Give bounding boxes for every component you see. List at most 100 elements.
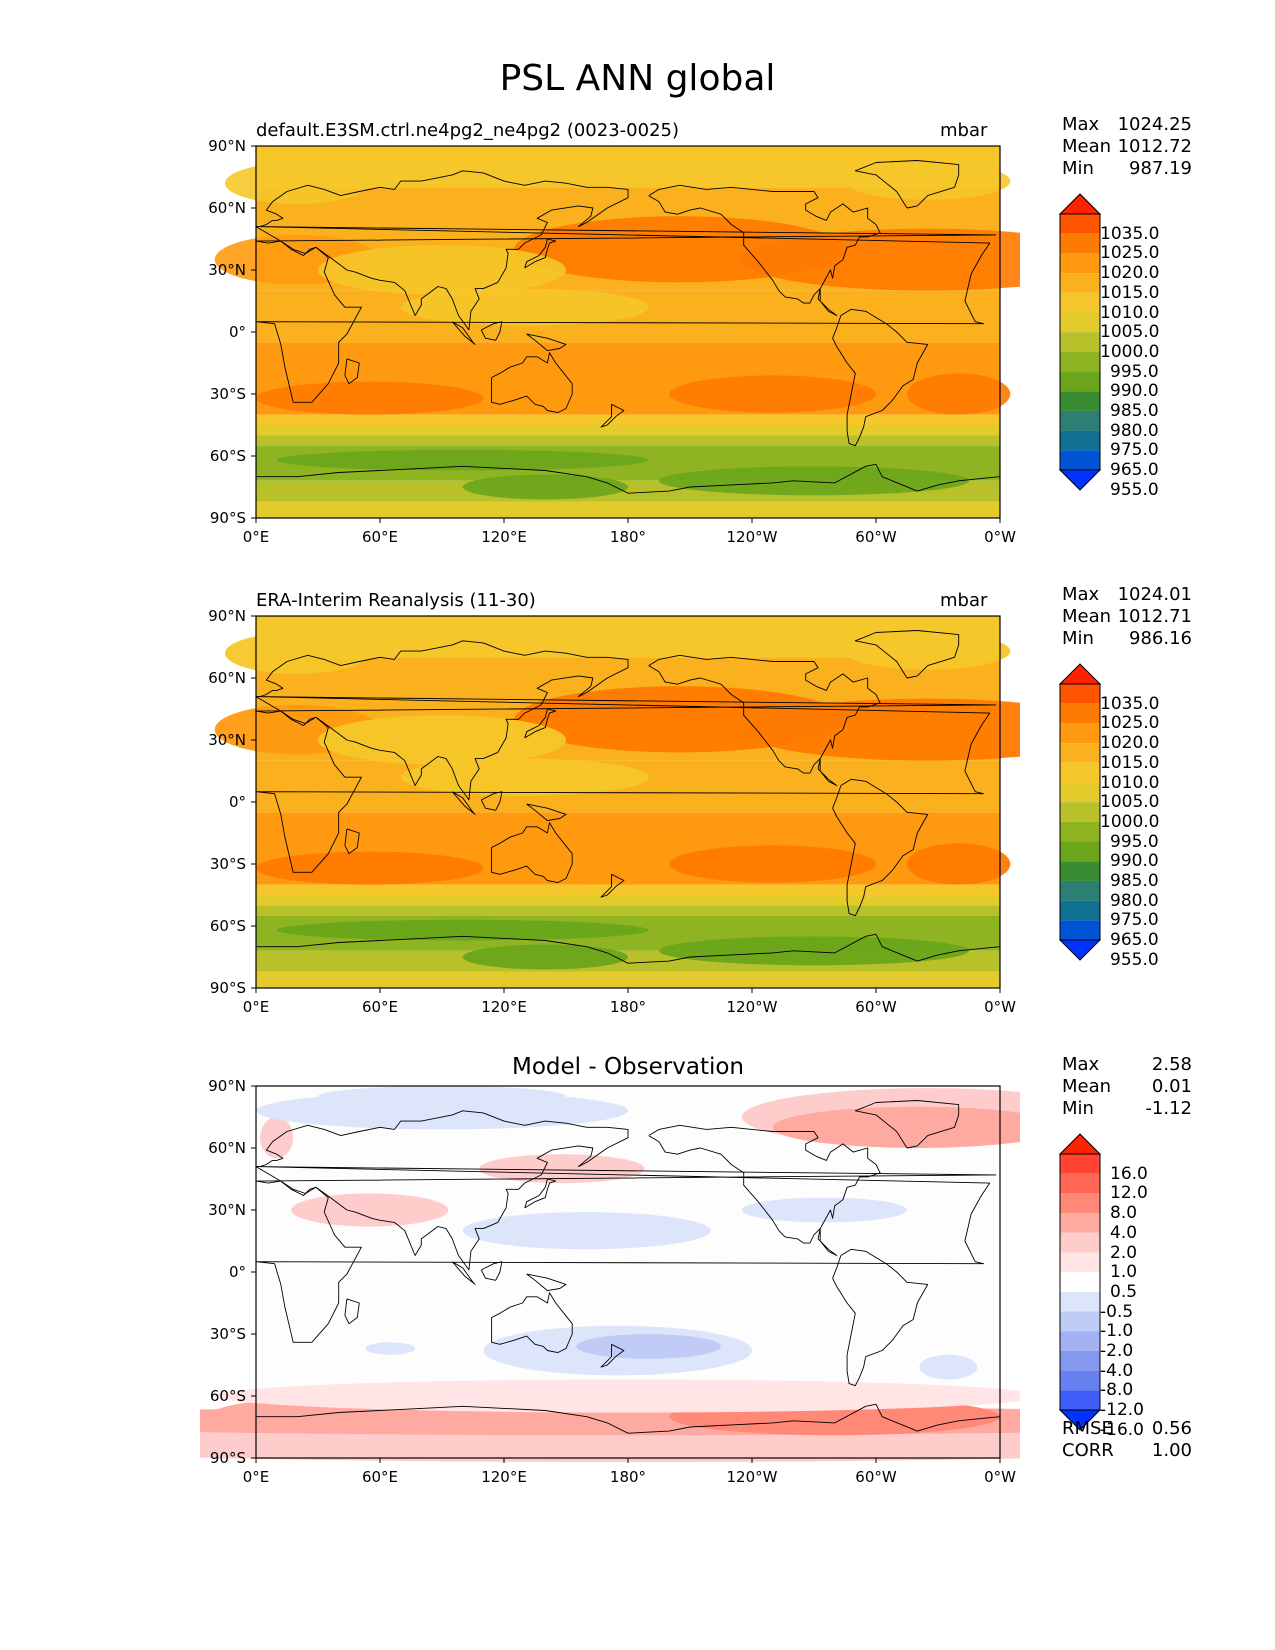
coastline-path	[524, 1178, 557, 1209]
stat-value: 1024.01	[1117, 584, 1192, 605]
colorbar	[1058, 193, 1102, 491]
colorbar-frame	[1059, 213, 1101, 471]
colorbar-segment	[1060, 233, 1100, 254]
stats-box: Max 2.58 Mean 0.01 Min -1.12	[1062, 1054, 1192, 1120]
coastline-path	[491, 822, 573, 884]
coastlines	[255, 1100, 1001, 1434]
colorbar-tick-label: 990.0	[1110, 851, 1159, 872]
lat-tick-label: 60°N	[208, 1139, 246, 1157]
colorbar-segment	[1060, 450, 1100, 470]
metric-value: 0.56	[1151, 1418, 1192, 1439]
lon-tick-label: 0°E	[243, 998, 270, 1016]
colorbar-segment	[1060, 743, 1100, 763]
psl-band	[256, 414, 1000, 425]
colorbar-segment	[1060, 292, 1100, 313]
stat-value: 0.01	[1151, 1076, 1192, 1097]
lat-tick-label: 90°S	[210, 979, 246, 997]
coastline-path	[491, 352, 573, 414]
colorbar-tick-label: 1035.0	[1100, 223, 1160, 244]
stat-value: 987.19	[1129, 158, 1192, 179]
lon-tick-label: 180°	[610, 998, 646, 1016]
coastline-path	[480, 1261, 503, 1281]
lon-tick-label: 120°W	[727, 998, 778, 1016]
colorbar-tick-label: 1020.0	[1100, 733, 1160, 754]
psl-region	[741, 228, 1020, 291]
colorbar-tick-label: 980.0	[1110, 890, 1159, 911]
colorbar-tick-label: 955.0	[1110, 949, 1159, 970]
psl-band	[256, 895, 1000, 906]
lat-tick-label: 30°N	[208, 1201, 246, 1219]
stat-label: Min	[1062, 628, 1094, 649]
lon-tick-label: 120°E	[481, 528, 527, 546]
colorbar-tick-label: 1010.0	[1100, 302, 1160, 323]
stat-value: 1012.71	[1117, 606, 1192, 627]
colorbar-segment	[1060, 410, 1100, 431]
coastline-path	[451, 321, 476, 345]
colorbar-tick-label: -4.0	[1100, 1360, 1134, 1381]
colorbar-segment	[1060, 1370, 1100, 1391]
coastlines	[255, 630, 1001, 964]
colorbar-tick-label: 8.0	[1110, 1203, 1138, 1224]
colorbar-segment	[1060, 332, 1100, 352]
lat-tick-label: 60°N	[208, 669, 246, 687]
psl-region	[276, 449, 649, 471]
lat-tick-label: 30°N	[208, 731, 246, 749]
psl-region	[225, 632, 370, 674]
psl-region	[669, 375, 876, 413]
coastline-path	[832, 1248, 929, 1387]
diff-map: 90°N 60°N 30°N 0° 30°S 60°S 90°S0°E 60°E 120°E 18…	[200, 1078, 1020, 1486]
colorbar-tick-label: 995.0	[1110, 831, 1159, 852]
colorbar-tick-label: 990.0	[1110, 381, 1159, 402]
coastline-path	[451, 791, 476, 815]
colorbar-tick-label: 975.0	[1110, 910, 1159, 931]
psl-region	[907, 373, 1011, 415]
stat-value: 1012.72	[1117, 136, 1192, 157]
colorbar-tick-label: -12.0	[1100, 1400, 1144, 1420]
coastline-path	[491, 1292, 573, 1354]
psl-field	[214, 146, 1020, 518]
coastline-path	[854, 1100, 960, 1149]
diff-field	[200, 1086, 1020, 1463]
coastline-path	[854, 160, 960, 209]
coastline-path	[524, 708, 557, 739]
psl-band	[256, 501, 1000, 518]
colorbar-extend-min	[1058, 939, 1102, 961]
coastline-path	[256, 933, 1001, 964]
coastline-path	[344, 828, 360, 855]
colorbar	[1058, 663, 1102, 961]
colorbar-segment	[1060, 1173, 1100, 1194]
psl-region	[256, 851, 484, 885]
metric-label: CORR	[1062, 1440, 1114, 1461]
diff-region	[260, 1117, 294, 1159]
colorbar-segment	[1060, 880, 1100, 901]
diff-region	[576, 1334, 721, 1359]
stat-value: 2.58	[1151, 1054, 1192, 1075]
colorbar-extend-max	[1058, 1133, 1102, 1155]
colorbar-segment	[1060, 841, 1100, 862]
psl-region	[659, 936, 969, 966]
colorbar-tick-label: 16.0	[1110, 1163, 1148, 1184]
coastline-path	[832, 308, 929, 447]
colorbar-tick-label: 1000.0	[1100, 811, 1160, 832]
psl-band	[256, 884, 1000, 895]
lat-tick-label: 90°N	[208, 138, 246, 155]
lon-tick-label: 120°W	[727, 528, 778, 546]
colorbar-tick-label: 985.0	[1110, 870, 1159, 891]
colorbar-segment	[1060, 723, 1100, 744]
lat-tick-label: 60°N	[208, 199, 246, 217]
colorbar-tick-label: 965.0	[1110, 460, 1159, 480]
stats-box: Max 1024.25 Mean 1012.72 Min 987.19	[1062, 114, 1192, 180]
colorbar-segment	[1060, 1390, 1100, 1410]
psl-band	[256, 425, 1000, 436]
stat-label: Max	[1062, 114, 1100, 135]
colorbar-tick-label: -2.0	[1100, 1340, 1134, 1361]
coastline-path	[526, 1273, 567, 1292]
units-label: mbar	[940, 120, 988, 141]
colorbar-frame	[1059, 1153, 1101, 1411]
lat-tick-label: 30°S	[210, 385, 246, 403]
colorbar-tick-label: 955.0	[1110, 479, 1159, 500]
lat-tick-label: 90°S	[210, 1449, 246, 1467]
diff-region	[741, 1197, 907, 1223]
colorbar	[1058, 1133, 1102, 1431]
psl-field	[214, 616, 1020, 988]
